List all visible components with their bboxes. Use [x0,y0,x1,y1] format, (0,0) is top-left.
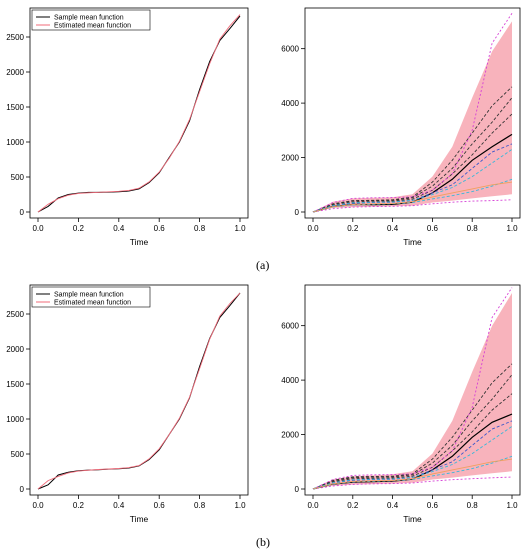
series-line-orange [312,181,513,213]
confidence-band [313,293,512,489]
x-axis-label: Time [130,237,149,247]
x-tick-label: 1.0 [234,501,246,510]
y-tick-label: 1000 [6,138,24,147]
series-line-dashed-black [312,97,513,213]
series-line-orange [312,458,513,490]
legend-label: Sample mean function [54,15,124,22]
plot-frame [304,284,521,496]
series-line-dashed-cyan [312,149,513,213]
x-tick-label: 0.4 [387,501,399,510]
x-tick-label: 1.0 [506,501,518,510]
series-line-dashed-black [312,113,513,213]
series-line-dashed-black [312,393,513,490]
x-tick-label: 0.2 [347,224,359,233]
y-tick-label: 6000 [281,322,299,331]
legend-label: Estimated mean function [54,300,131,307]
y-tick-label: 2500 [6,310,24,319]
x-axis-label: Time [403,237,422,247]
chart-panel-a-right: 0.0 0.2 0.4 0.6 0.8 1.0 0 2000 4000 6000 Time [281,7,521,247]
x-tick-label: 0.0 [32,224,44,233]
plot-frame [29,7,249,219]
legend-label: Sample mean function [54,292,124,299]
y-tick-label: 2000 [281,431,299,440]
y-tick-label: 0 [295,208,300,217]
x-tick-label: 1.0 [506,224,518,233]
x-tick-label: 0.6 [154,224,166,233]
y-tick-label: 1500 [6,103,24,112]
x-tick-label: 0.8 [194,501,206,510]
chart-panel-b-right: 0.0 0.2 0.4 0.6 0.8 1.0 0 2000 4000 6000 Time [281,284,521,524]
x-tick-label: 0.0 [307,224,319,233]
legend-label: Estimated mean function [54,23,131,30]
x-tick-label: 0.2 [73,224,85,233]
x-tick-label: 0.6 [427,501,439,510]
y-tick-label: 6000 [281,45,299,54]
y-tick-label: 1500 [6,380,24,389]
y-tick-label: 0 [295,485,300,494]
series-line-dashed-black [312,86,513,213]
series-line-series-0 [37,15,241,213]
confidence-band [313,21,512,213]
y-tick-label: 4000 [281,376,299,385]
x-tick-label: 0.4 [113,501,125,510]
x-tick-label: 0.2 [347,501,359,510]
x-tick-label: 0.0 [32,501,44,510]
chart-panel-a-left: 0.0 0.2 0.4 0.6 0.8 1.0 0 500 1000 1500 2000 2500 Ti… [6,7,249,247]
legend-box [31,286,151,308]
series-line-dashed-cyan [312,178,513,213]
legend-box [31,9,151,31]
series-line-series-1 [37,292,241,490]
x-tick-label: 1.0 [234,224,246,233]
y-tick-label: 0 [20,485,25,494]
y-tick-label: 2500 [6,33,24,42]
plot-frame [304,7,521,219]
x-tick-label: 0.6 [427,224,439,233]
series-line-dashed-black [312,374,513,490]
y-tick-label: 2000 [6,68,24,77]
y-tick-label: 500 [11,173,25,182]
x-tick-label: 0.2 [73,501,85,510]
y-tick-label: 2000 [6,345,24,354]
x-tick-label: 0.8 [467,501,479,510]
series-line-dashed-black [312,363,513,490]
plot-frame [29,284,249,496]
y-tick-label: 1000 [6,415,24,424]
x-tick-label: 0.0 [307,501,319,510]
series-line-series-0 [37,292,241,490]
y-tick-label: 2000 [281,154,299,163]
x-axis-label: Time [403,514,422,524]
series-line-dashed-magenta [312,476,513,490]
x-tick-label: 0.4 [387,224,399,233]
x-tick-label: 0.4 [113,224,125,233]
y-tick-label: 0 [20,208,25,217]
x-tick-label: 0.8 [467,224,479,233]
chart-panel-b-left: 0.0 0.2 0.4 0.6 0.8 1.0 0 500 1000 1500 2000 2500 Ti… [6,284,249,524]
y-tick-label: 500 [11,450,25,459]
series-line-dashed-cyan [312,455,513,490]
series-line-dashed-cyan [312,426,513,490]
series-line-dashed-magenta [312,199,513,213]
x-tick-label: 0.6 [154,501,166,510]
sublabel-b: (b) [256,535,270,549]
x-tick-label: 0.8 [194,224,206,233]
sublabel-a: (a) [256,258,270,272]
y-tick-label: 4000 [281,99,299,108]
series-line-series-1 [37,14,241,213]
x-axis-label: Time [130,514,149,524]
